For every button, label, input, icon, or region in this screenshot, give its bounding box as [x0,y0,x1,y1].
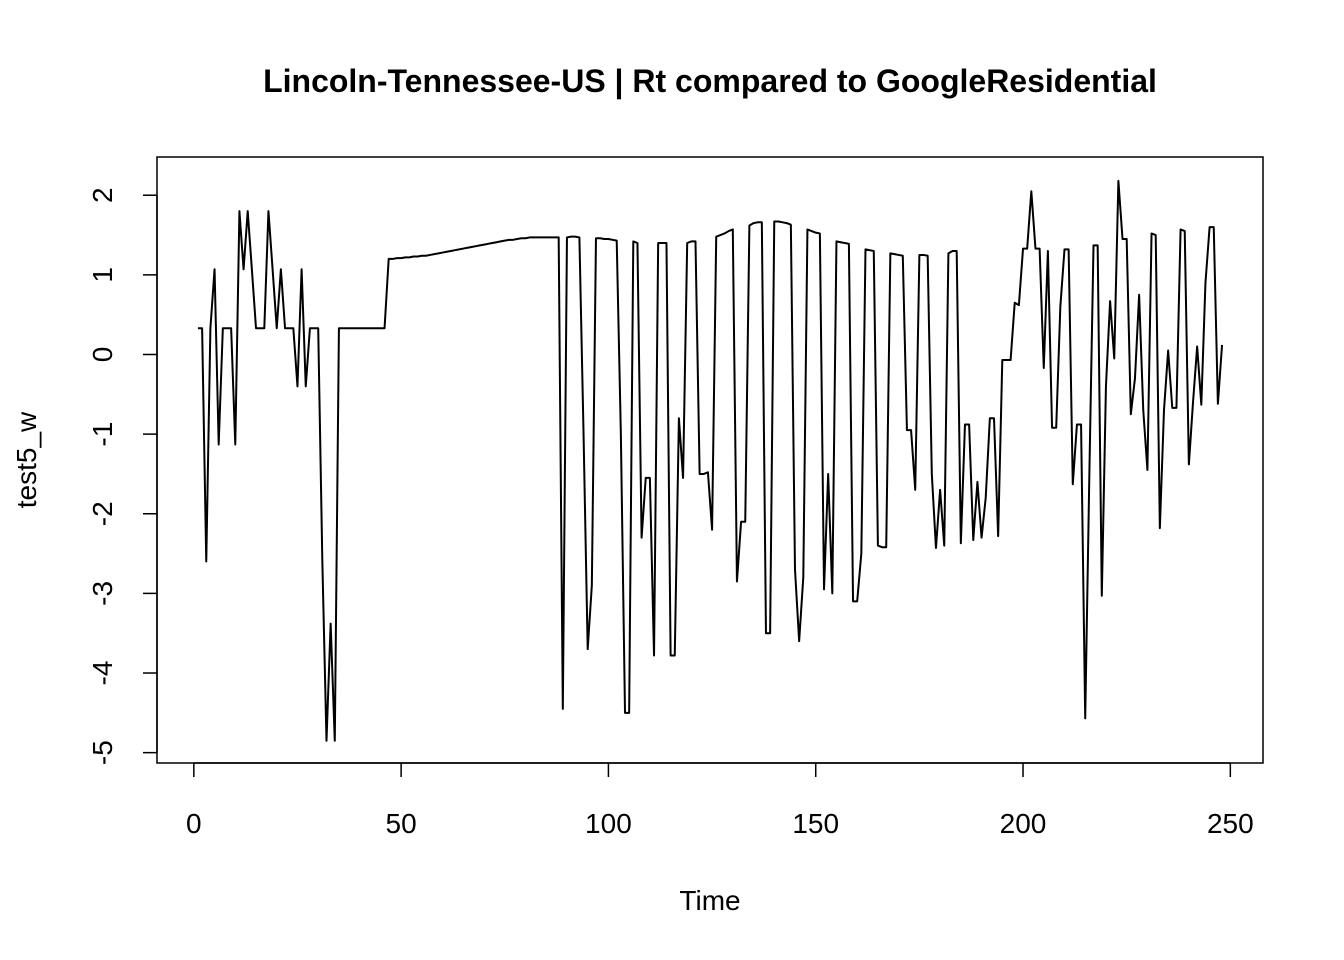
x-tick-label: 50 [386,808,417,839]
data-line [197,179,1224,742]
y-tick-label: -5 [87,740,118,765]
y-tick-label: 0 [87,347,118,363]
x-tick-label: 200 [1000,808,1047,839]
x-tick-label: 0 [186,808,202,839]
y-tick-label: -1 [87,422,118,447]
x-tick-label: 100 [585,808,632,839]
x-tick-label: 250 [1207,808,1254,839]
y-tick-label: 1 [87,267,118,283]
y-tick-label: -3 [87,581,118,606]
y-tick-label: -4 [87,661,118,686]
y-tick-label: 2 [87,187,118,203]
x-axis-label: Time [679,885,740,916]
x-tick-label: 150 [792,808,839,839]
chart-title: Lincoln-Tennessee-US | Rt compared to Go… [263,63,1157,99]
y-axis-label: test5_w [11,411,42,508]
y-tick-label: -2 [87,501,118,526]
